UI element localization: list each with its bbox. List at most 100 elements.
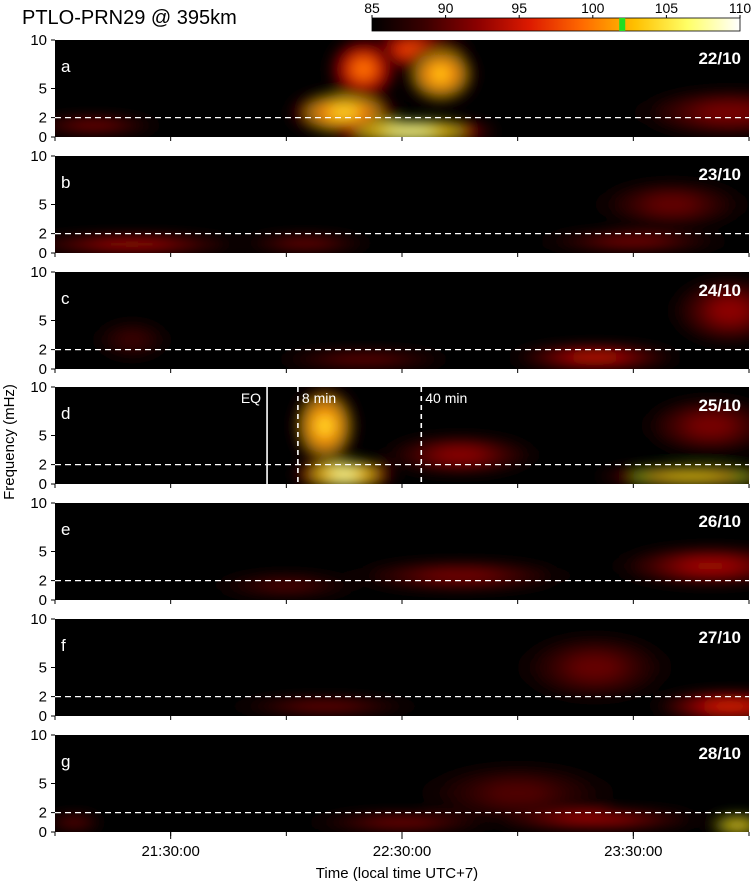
heatmap-blob bbox=[264, 582, 308, 589]
panel-date: 26/10 bbox=[698, 512, 741, 531]
x-tick-label: 21:30:00 bbox=[141, 843, 199, 860]
colorbar-contour-marker bbox=[619, 18, 626, 31]
contour-line bbox=[355, 122, 464, 137]
y-tick-label: 5 bbox=[39, 197, 47, 214]
panel-date: 25/10 bbox=[698, 396, 741, 415]
y-tick-label: 10 bbox=[30, 148, 47, 165]
contour-line bbox=[417, 54, 464, 94]
heatmap-blob bbox=[562, 816, 628, 822]
y-tick-label: 0 bbox=[39, 245, 47, 262]
panel-letter: a bbox=[61, 57, 71, 76]
panel-heatmap bbox=[55, 180, 749, 253]
panel-letter: c bbox=[61, 289, 70, 308]
heatmap-blob bbox=[573, 657, 617, 678]
heatmap-blob bbox=[385, 127, 434, 135]
y-tick-label: 5 bbox=[39, 428, 47, 445]
heatmap-blob bbox=[729, 822, 745, 828]
heatmap-blob bbox=[430, 65, 451, 83]
heatmap-blob bbox=[375, 820, 429, 825]
y-tick-label: 10 bbox=[30, 32, 47, 49]
y-tick-label: 5 bbox=[39, 776, 47, 793]
panel-background bbox=[55, 387, 749, 484]
panel-g: g 28/10 0 2 5 10 bbox=[30, 727, 750, 841]
heatmap-blob bbox=[427, 571, 493, 580]
y-tick-label: 2 bbox=[39, 805, 47, 822]
y-tick-label: 0 bbox=[39, 361, 47, 378]
y-tick-label: 5 bbox=[39, 313, 47, 330]
panel-letter: g bbox=[61, 752, 70, 771]
heatmap-blob bbox=[121, 334, 143, 346]
heatmap-blob bbox=[702, 105, 749, 120]
colorbar-tick-label: 85 bbox=[364, 0, 380, 16]
y-tick-label: 2 bbox=[39, 689, 47, 706]
chart-title: PTLO-PRN29 @ 395km bbox=[22, 7, 237, 29]
heatmap-blob bbox=[683, 560, 738, 572]
panel-heatmap bbox=[209, 546, 749, 598]
x-tick-label: 23:30:00 bbox=[604, 843, 662, 860]
y-tick-label: 5 bbox=[39, 544, 47, 561]
y-tick-label: 0 bbox=[39, 476, 47, 493]
y-tick-label: 10 bbox=[30, 495, 47, 512]
panel-e: e 26/10 0 2 5 10 bbox=[30, 495, 750, 609]
heatmap-blob bbox=[571, 354, 619, 361]
x-tick-label: 22:30:00 bbox=[373, 843, 431, 860]
contour-line bbox=[632, 469, 749, 483]
event-label: 40 min bbox=[425, 390, 467, 406]
heatmap-blob bbox=[438, 449, 482, 461]
event-label: 8 min bbox=[302, 390, 336, 406]
panel-c: c 24/10 0 2 5 10 bbox=[30, 264, 750, 378]
panel-date: 23/10 bbox=[698, 165, 741, 184]
panel-letter: f bbox=[61, 636, 66, 655]
y-tick-label: 2 bbox=[39, 573, 47, 590]
y-tick-label: 2 bbox=[39, 226, 47, 243]
panel-f: f 27/10 0 2 5 10 bbox=[30, 611, 750, 725]
colorbar-tick-label: 110 bbox=[729, 0, 752, 16]
panel-date: 24/10 bbox=[698, 281, 741, 300]
colorbar-gradient bbox=[371, 17, 741, 32]
heatmap-blob bbox=[353, 60, 374, 78]
heatmap-blob bbox=[691, 417, 730, 434]
event-label: EQ bbox=[241, 390, 261, 406]
heatmap-blob bbox=[316, 414, 334, 437]
heatmap-blob bbox=[650, 197, 694, 212]
panel-letter: d bbox=[61, 404, 70, 423]
y-tick-label: 2 bbox=[39, 110, 47, 127]
heatmap-blob bbox=[330, 470, 359, 479]
y-tick-label: 10 bbox=[30, 727, 47, 744]
panels: a 22/10 0 2 5 10 b 23/10 0 2 5 10 c 24/10 0 2 5 10 EQ 8 min… bbox=[30, 32, 750, 841]
heatmap-blob bbox=[708, 702, 749, 711]
heatmap-blob bbox=[606, 238, 661, 244]
y-tick-label: 2 bbox=[39, 342, 47, 359]
panel-b: b 23/10 0 2 5 10 bbox=[30, 148, 750, 262]
heatmap-blob bbox=[99, 242, 165, 247]
panel-letter: e bbox=[61, 520, 70, 539]
panel-a: a 22/10 0 2 5 10 bbox=[30, 32, 750, 146]
colorbar-tick-label: 105 bbox=[655, 0, 679, 16]
panel-heatmap bbox=[93, 276, 749, 369]
heatmap-blob bbox=[336, 357, 391, 362]
panel-d: EQ 8 min 40 min d 25/10 0 2 5 10 bbox=[30, 379, 750, 493]
colorbar-tick-label: 95 bbox=[511, 0, 527, 16]
heatmap-blob bbox=[665, 473, 718, 479]
x-axis-label: Time (local time UTC+7) bbox=[316, 865, 478, 882]
panel-letter: b bbox=[61, 173, 70, 192]
panel-date: 28/10 bbox=[698, 744, 741, 763]
y-tick-label: 10 bbox=[30, 379, 47, 396]
y-tick-label: 0 bbox=[39, 592, 47, 609]
heatmap-blob bbox=[329, 106, 360, 119]
y-axis-label: Frequency (mHz) bbox=[1, 384, 18, 500]
heatmap-blob bbox=[490, 785, 545, 802]
y-tick-label: 5 bbox=[39, 81, 47, 98]
y-tick-label: 5 bbox=[39, 660, 47, 677]
panel-heatmap bbox=[55, 40, 749, 137]
x-axis: 21:30:00 22:30:00 23:30:00 bbox=[141, 832, 663, 860]
panel-date: 22/10 bbox=[698, 49, 741, 68]
contour-line bbox=[304, 400, 346, 452]
y-tick-label: 2 bbox=[39, 457, 47, 474]
contour-line bbox=[719, 818, 749, 832]
panel-heatmap bbox=[228, 633, 749, 716]
colorbar-tick-label: 90 bbox=[438, 0, 454, 16]
y-tick-label: 10 bbox=[30, 611, 47, 628]
y-tick-label: 0 bbox=[39, 824, 47, 841]
